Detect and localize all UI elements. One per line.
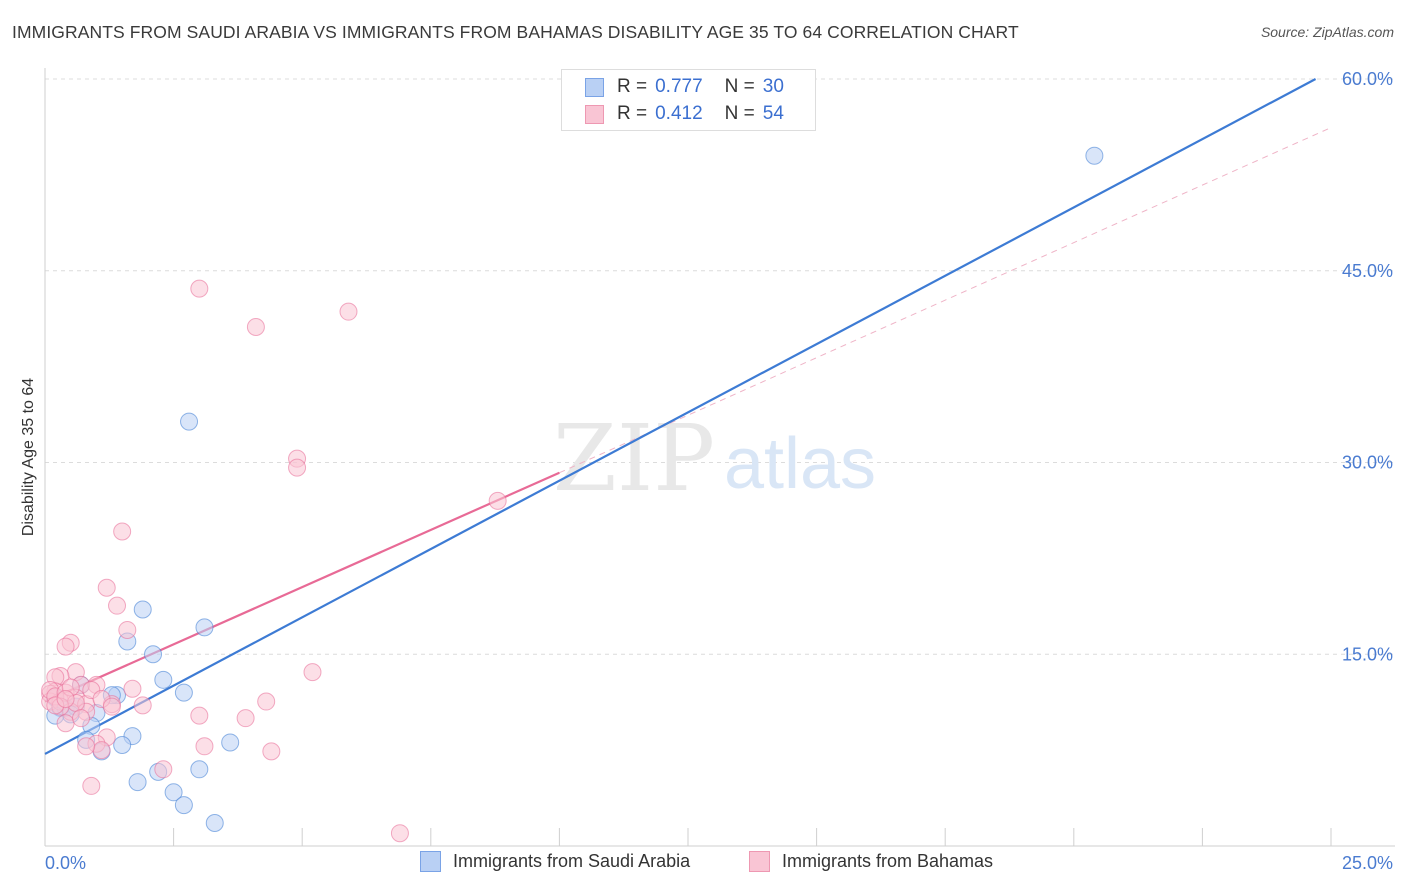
y-tick-label: 15.0%	[1342, 644, 1393, 664]
point-saudi-arabia	[164, 783, 183, 802]
legend-n-value: 30	[762, 76, 784, 97]
point-saudi-arabia	[174, 683, 193, 702]
point-saudi-arabia	[144, 645, 163, 664]
chart-title: IMMIGRANTS FROM SAUDI ARABIA VS IMMIGRAN…	[12, 22, 1019, 42]
point-saudi-arabia	[1085, 146, 1104, 165]
point-bahamas	[133, 696, 152, 715]
legend-r-label: R =	[617, 76, 648, 97]
trend-extension-bahamas	[559, 127, 1332, 474]
point-saudi-arabia	[195, 618, 214, 637]
series-legend-bahamas[interactable]: Immigrants from Bahamas	[749, 851, 993, 872]
point-bahamas	[97, 578, 116, 597]
point-bahamas	[82, 776, 101, 795]
point-saudi-arabia	[174, 796, 193, 815]
point-saudi-arabia	[180, 412, 199, 431]
point-bahamas	[72, 709, 91, 728]
series-legend-saudi-arabia[interactable]: Immigrants from Saudi Arabia	[420, 851, 690, 872]
legend-swatch-blue	[585, 77, 604, 97]
y-tick-label: 30.0%	[1342, 453, 1393, 473]
legend-row-bahamas: R = 0.412 N = 54	[585, 102, 784, 126]
legend-r-value: 0.412	[655, 103, 703, 124]
point-bahamas	[56, 714, 75, 733]
point-bahamas	[56, 637, 75, 656]
point-bahamas	[339, 302, 358, 321]
x-tick-label: 0.0%	[45, 853, 86, 873]
point-bahamas	[190, 706, 209, 725]
legend-n-label: N =	[724, 103, 755, 124]
legend-row-saudi-arabia: R = 0.777 N = 30	[585, 75, 784, 99]
trend-lines	[44, 78, 1332, 755]
series-swatch-blue	[420, 851, 441, 872]
point-bahamas	[118, 620, 137, 639]
point-bahamas	[92, 741, 111, 760]
data-points	[41, 146, 1104, 843]
trend-saudi-arabia	[44, 78, 1317, 755]
point-saudi-arabia	[128, 773, 147, 792]
watermark-zip: ZIP	[553, 405, 715, 512]
point-saudi-arabia	[190, 760, 209, 779]
legend-r-label: R =	[617, 103, 648, 124]
correlation-legend: R = 0.777 N = 30 R = 0.412 N = 54	[561, 69, 816, 131]
watermark: ZIP atlas	[553, 405, 876, 512]
point-bahamas	[390, 824, 409, 843]
legend-r-value: 0.777	[655, 76, 703, 97]
point-saudi-arabia	[205, 813, 224, 832]
watermark-atlas: atlas	[724, 424, 876, 504]
y-tick-label: 60.0%	[1342, 69, 1393, 89]
point-bahamas	[303, 663, 322, 682]
point-bahamas	[195, 737, 214, 756]
point-bahamas	[246, 317, 265, 336]
series-swatch-pink	[749, 851, 770, 872]
series-legend: Immigrants from Saudi Arabia Immigrants …	[0, 851, 1406, 877]
point-saudi-arabia	[133, 600, 152, 619]
tick-labels: 15.0% 30.0% 45.0% 60.0% 0.0% 25.0%	[45, 69, 1393, 873]
point-bahamas	[288, 458, 307, 477]
point-bahamas	[262, 742, 281, 761]
point-bahamas	[56, 689, 75, 708]
point-bahamas	[154, 760, 173, 779]
point-bahamas	[488, 491, 507, 510]
x-tick-label: 25.0%	[1342, 853, 1393, 873]
point-bahamas	[108, 596, 127, 615]
series-label: Immigrants from Bahamas	[782, 851, 994, 871]
point-bahamas	[102, 697, 121, 716]
point-saudi-arabia	[154, 670, 173, 689]
point-bahamas	[236, 709, 255, 728]
legend-n-label: N =	[724, 76, 755, 97]
point-saudi-arabia	[113, 736, 132, 755]
y-tick-label: 45.0%	[1342, 261, 1393, 281]
point-saudi-arabia	[221, 733, 240, 752]
trend-bahamas	[44, 471, 560, 703]
series-label: Immigrants from Saudi Arabia	[453, 851, 691, 871]
y-axis-label: Disability Age 35 to 64	[20, 377, 37, 537]
legend-swatch-pink	[585, 104, 604, 124]
point-bahamas	[190, 279, 209, 298]
point-bahamas	[77, 737, 96, 756]
source-credit: Source: ZipAtlas.com	[1260, 24, 1394, 40]
point-bahamas	[113, 522, 132, 541]
point-bahamas	[257, 692, 276, 711]
axes	[44, 68, 1395, 847]
legend-n-value: 54	[762, 103, 784, 124]
grid-lines	[45, 78, 1395, 655]
point-bahamas	[123, 679, 142, 698]
